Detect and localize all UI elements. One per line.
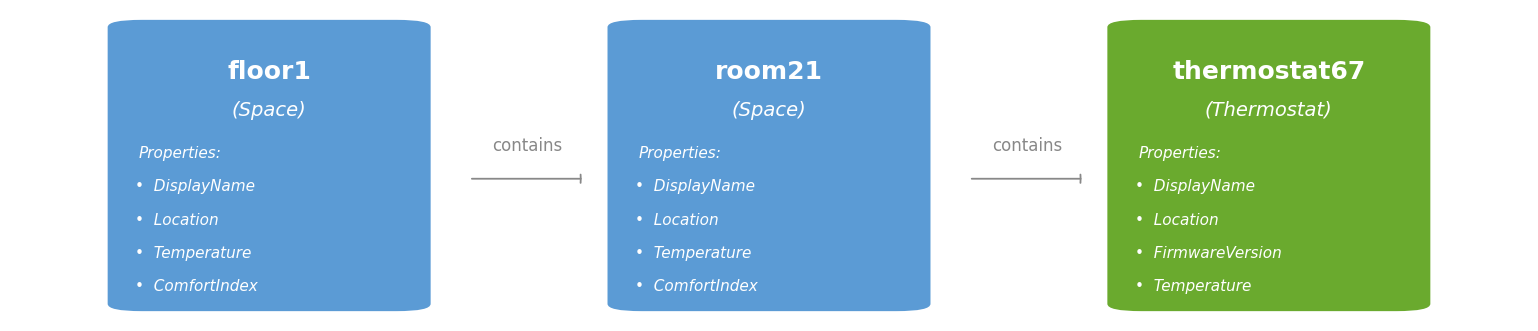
Text: •  ComfortIndex: • ComfortIndex (1135, 312, 1258, 327)
FancyBboxPatch shape (1107, 20, 1430, 311)
Text: •  Location: • Location (635, 213, 718, 227)
Text: •  ComfortIndex: • ComfortIndex (135, 279, 258, 294)
Text: floor1: floor1 (228, 60, 311, 84)
Text: (Space): (Space) (232, 101, 306, 120)
Text: Properties:: Properties: (138, 146, 221, 161)
Text: thermostat67: thermostat67 (1172, 60, 1366, 84)
Text: •  ComfortIndex: • ComfortIndex (635, 279, 758, 294)
Text: •  Location: • Location (135, 213, 218, 227)
Text: room21: room21 (715, 60, 823, 84)
Text: •  Temperature: • Temperature (1135, 279, 1252, 294)
Text: (Thermostat): (Thermostat) (1204, 101, 1333, 120)
Text: •  FirmwareVersion: • FirmwareVersion (1135, 246, 1281, 260)
Text: contains: contains (992, 137, 1063, 155)
Text: (Space): (Space) (732, 101, 806, 120)
Text: •  DisplayName: • DisplayName (635, 179, 755, 194)
Text: Properties:: Properties: (638, 146, 721, 161)
Text: •  DisplayName: • DisplayName (135, 179, 255, 194)
Text: •  Temperature: • Temperature (135, 246, 252, 260)
Text: contains: contains (492, 137, 563, 155)
Text: •  Location: • Location (1135, 213, 1218, 227)
FancyBboxPatch shape (108, 20, 431, 311)
Text: Properties:: Properties: (1138, 146, 1221, 161)
Text: •  Temperature: • Temperature (635, 246, 752, 260)
Text: •  DisplayName: • DisplayName (1135, 179, 1255, 194)
FancyBboxPatch shape (608, 20, 930, 311)
